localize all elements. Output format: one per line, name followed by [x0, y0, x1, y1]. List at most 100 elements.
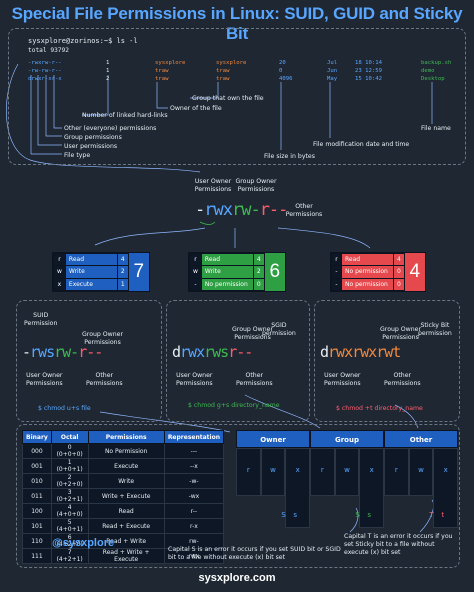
terminal-cell-owner: traw	[155, 76, 169, 82]
ogo-letter: r	[320, 466, 324, 474]
sgid-panel	[166, 300, 310, 422]
special-top-label: Sticky Bit permission	[418, 322, 452, 337]
perm-box-cell: Read	[64, 252, 118, 267]
perm-box-cell: x	[53, 277, 66, 292]
perm-group: rw-	[231, 200, 261, 220]
bottom-panel	[16, 424, 460, 568]
terminal-cell-perm: drwxr-xr-x	[28, 76, 62, 82]
special-prefix: -	[22, 343, 31, 361]
terminal-cell-links: 2	[106, 76, 110, 82]
perm-box-total: 4	[409, 261, 421, 282]
annot-owner-file: Owner of the file	[170, 105, 222, 112]
terminal-cell-owner: traw	[155, 68, 169, 74]
special-top-label: SUID Permission	[24, 312, 58, 327]
terminal-cell-size: 20	[279, 60, 286, 66]
table-cell: -w-	[163, 473, 225, 489]
table-cell: 001	[22, 458, 52, 474]
special-p1: rwx	[180, 343, 205, 361]
perm-box: r Read 4 w Write 2 x Execute 1 7	[52, 252, 150, 292]
perm-box-table: r Read 4 - No permission 0 - No permission 0	[331, 252, 405, 292]
perm-user: rwx	[204, 200, 233, 220]
perm-box-cell: Execute	[64, 277, 118, 292]
perm-box-cell: 0	[252, 277, 265, 292]
table-cell: 101	[22, 518, 52, 534]
suid-panel	[16, 300, 162, 422]
terminal-cell-name: Desktop	[421, 76, 445, 82]
annot-group-perms: Group permissions	[64, 134, 122, 141]
table-cell: 110	[22, 533, 52, 549]
perm-box-cell: Write	[200, 265, 254, 279]
special-command: $ chmod +t directory_name	[336, 405, 423, 412]
terminal-cell-name: backup.sh	[421, 60, 452, 66]
perm-box-cell: 0	[393, 265, 405, 279]
perm-box-cell: w	[189, 265, 202, 279]
terminal-cell-group: traw	[216, 68, 230, 74]
special-p3: rwt	[376, 343, 401, 361]
table-cell: 6 (4+2+0)	[50, 533, 89, 549]
special-prefix: d	[320, 343, 329, 361]
special-perm-string: -rwsrw-r--	[22, 343, 103, 361]
special-other-label: Other Permissions	[236, 372, 273, 387]
ogo-column	[236, 448, 261, 496]
table-row: 011 3 (0+2+1) Write + Execute -wx	[22, 488, 225, 504]
terminal-cell-size: 0	[279, 68, 283, 74]
ogo-column	[285, 448, 310, 528]
ogo-column	[433, 448, 458, 528]
special-user-label: User Owner Permissions	[324, 372, 361, 387]
special-user-label: User Owner Permissions	[176, 372, 213, 387]
special-p3: r--	[78, 343, 103, 361]
terminal-cell-links: 1	[106, 68, 110, 74]
table-cell: 5 (4+0+1)	[50, 518, 89, 534]
ogo-special-letter: S	[355, 511, 360, 519]
terminal-cell-month: Jun	[327, 68, 338, 74]
table-cell: r--	[163, 503, 225, 519]
table-cell: ---	[163, 443, 225, 459]
perm-box-cell: No permission	[341, 277, 394, 292]
special-perm-string: drwxrwsr--	[172, 343, 253, 361]
footer-site: sysxplore.com	[198, 572, 276, 584]
table-cell: 000	[22, 443, 52, 459]
perm-box-cell: Read	[341, 252, 394, 267]
special-p2: rwx	[352, 343, 377, 361]
terminal-cell-size: 4096	[279, 76, 293, 82]
special-group-label: Group Owner Permissions	[380, 326, 422, 341]
perm-box-table: r Read 4 w Write 2 - No permission 0	[189, 252, 265, 292]
perm-box-cell: -	[331, 277, 342, 292]
terminal-panel	[8, 28, 466, 165]
label-user-owner: User Owner Permissions	[194, 178, 232, 193]
prompt-user: sysxplore@zorinos	[28, 37, 100, 45]
table-cell: Write + Execute	[87, 488, 165, 504]
table-row: 101 5 (4+0+1) Read + Execute r-x	[22, 518, 225, 534]
terminal-cell-links: 1	[106, 60, 110, 66]
special-p1: rwx	[328, 343, 353, 361]
terminal-cell-month: Jul	[327, 60, 338, 66]
table-row: 110 6 (4+2+0) Read + Write rw-	[22, 533, 225, 549]
terminal-cell-day_time: 15 10:42	[355, 76, 382, 82]
table-row: 111 7 (4+2+1) Read + Write + Execute rwx	[22, 548, 225, 564]
terminal-prompt: sysxplore@zorinos:~$ ls -l	[28, 37, 138, 45]
special-command: $ chmod u+s file	[38, 405, 91, 412]
ogo-letter: x	[443, 466, 448, 474]
terminal-cell-owner: sysxplore	[155, 60, 186, 66]
special-top-label: SGID permission	[262, 322, 296, 337]
table-cell: Read + Execute	[87, 518, 165, 534]
ogo-letter: w	[418, 466, 424, 474]
ogo-special-letter: s	[293, 511, 297, 519]
ogo-column	[408, 448, 434, 496]
perm-box-cell: -	[331, 265, 342, 279]
ogo-header: Owner	[236, 430, 310, 448]
terminal-cell-group: sysxplore	[216, 60, 247, 66]
sticky-panel	[314, 300, 460, 422]
special-perm-string: drwxrwxrwt	[320, 343, 401, 361]
terminal-cell-perm: -rwxrw-r--	[28, 60, 62, 66]
ogo-letter: x	[295, 466, 300, 474]
perm-box-total: 6	[269, 261, 281, 282]
perm-box: r Read 4 w Write 2 - No permission 0 6	[188, 252, 286, 292]
table-row: 001 1 (0+0+1) Execute --x	[22, 458, 225, 474]
annot-user-perms: User permissions	[64, 143, 118, 150]
perm-box-cell: w	[53, 265, 66, 279]
special-p2: rws	[204, 343, 229, 361]
perm-box-cell: Write	[64, 265, 118, 279]
table-cell: 1 (0+0+1)	[50, 458, 89, 474]
perm-box-cell: 4	[393, 252, 405, 267]
